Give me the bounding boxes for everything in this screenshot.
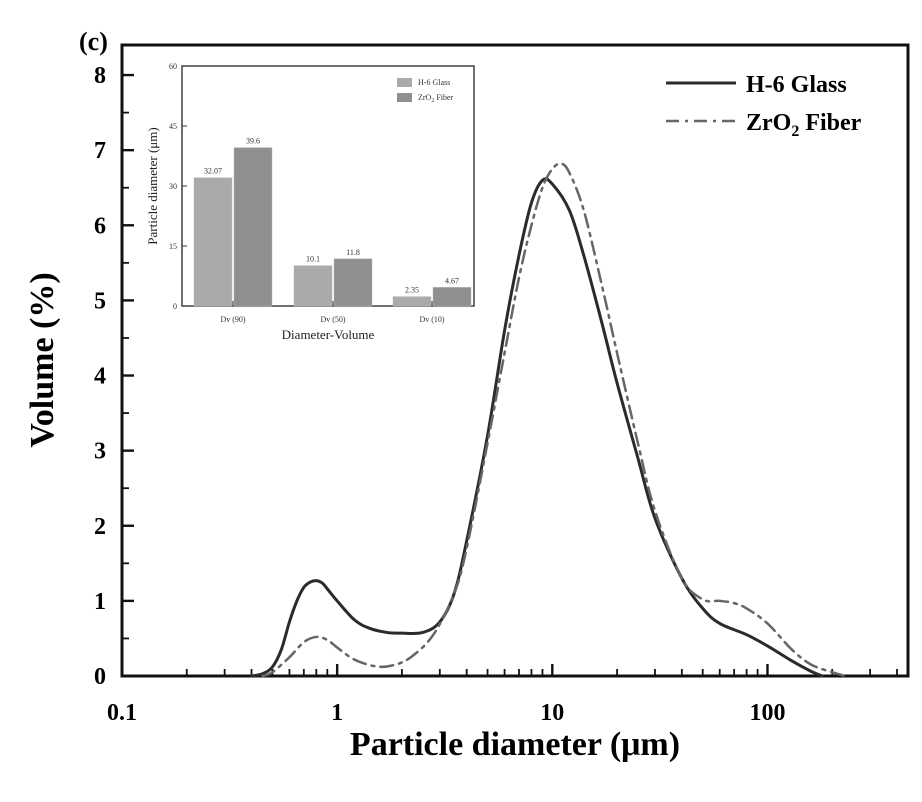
inset-y-tick-label: 30: [169, 182, 177, 191]
x-tick-label: 1: [331, 700, 343, 726]
inset-legend-swatch-zro2-fiber: [397, 93, 412, 102]
inset-legend-subscript: 2: [431, 98, 434, 104]
y-tick-label: 2: [94, 514, 106, 540]
y-tick-label: 5: [94, 288, 106, 314]
inset-y-tick-label: 45: [169, 122, 177, 131]
inset-bar-zro2-fiber: [333, 258, 373, 307]
inset-bar-zro2-fiber: [233, 147, 273, 307]
x-axis-ticks: 0.1 1 10 100: [107, 664, 898, 726]
series-line-h6-glass: [250, 177, 824, 678]
legend-label-h6-glass: H-6 Glass: [746, 72, 847, 98]
y-axis-ticks: 0 1 2 3 4 5 6 7 8: [94, 63, 134, 690]
inset-x-tick-label: Dv (90): [220, 315, 245, 324]
inset-legend: H-6 Glass ZrO2 Fiber: [397, 78, 454, 104]
inset-bar-value-label: 4.67: [445, 276, 459, 285]
series-line-zro2-fiber: [261, 162, 847, 678]
inset-x-tick-label: Dv (50): [320, 315, 345, 324]
y-tick-label: 3: [94, 439, 106, 465]
legend-label-suffix: Fiber: [799, 110, 861, 136]
legend-subscript: 2: [791, 123, 799, 140]
y-tick-label: 4: [94, 364, 106, 390]
inset-y-axis-title: Particle diameter (μm): [145, 127, 160, 244]
main-legend: H-6 Glass ZrO2 Fiber: [666, 72, 862, 140]
inset-chart: 0 15 30 45 60 32.07 39.6 10.1 11.8 2.35 4.67 Dv (…: [145, 62, 475, 342]
inset-legend-label-suffix: Fiber: [434, 93, 453, 102]
inset-bar-h6-glass: [293, 265, 333, 307]
inset-legend-label-h6-glass: H-6 Glass: [418, 78, 450, 87]
y-tick-label: 6: [94, 213, 106, 239]
x-axis-title: Particle diameter (μm): [350, 726, 680, 763]
inset-legend-swatch-h6-glass: [397, 78, 412, 87]
inset-bar-value-label: 39.6: [246, 137, 260, 146]
inset-x-axis-labels: Dv (90) Dv (50) Dv (10): [220, 301, 445, 324]
inset-bar-value-label: 2.35: [405, 286, 419, 295]
legend-label-zro2-fiber: ZrO2 Fiber: [746, 110, 862, 140]
inset-bar-zro2-fiber: [432, 287, 472, 307]
panel-label: (c): [79, 27, 108, 56]
inset-bar-h6-glass: [392, 296, 432, 307]
x-tick-label: 10: [540, 700, 564, 726]
inset-y-axis-ticks: 0 15 30 45 60: [169, 62, 187, 311]
inset-x-axis-title: Diameter-Volume: [282, 327, 375, 342]
inset-bar-value-label: 11.8: [346, 248, 360, 257]
inset-bar-value-label: 32.07: [204, 167, 222, 176]
y-tick-label: 0: [94, 664, 106, 690]
plot-frame: [120, 43, 910, 678]
inset-legend-label-zro2-fiber: ZrO2 Fiber: [418, 93, 454, 104]
inset-y-tick-label: 60: [169, 62, 177, 71]
inset-bars: 32.07 39.6 10.1 11.8 2.35 4.67: [193, 137, 472, 307]
y-tick-label: 7: [94, 138, 106, 164]
inset-bar-h6-glass: [193, 177, 233, 307]
x-tick-label: 100: [749, 700, 785, 726]
y-tick-label: 8: [94, 63, 106, 89]
inset-x-tick-label: Dv (10): [419, 315, 444, 324]
inset-y-tick-label: 15: [169, 242, 177, 251]
x-tick-label: 0.1: [107, 700, 137, 726]
inset-y-tick-label: 0: [173, 302, 177, 311]
y-axis-title: Volume (%): [24, 272, 61, 447]
inset-bar-value-label: 10.1: [306, 255, 320, 264]
chart-series-lines: [250, 162, 847, 678]
y-tick-label: 1: [94, 589, 106, 615]
